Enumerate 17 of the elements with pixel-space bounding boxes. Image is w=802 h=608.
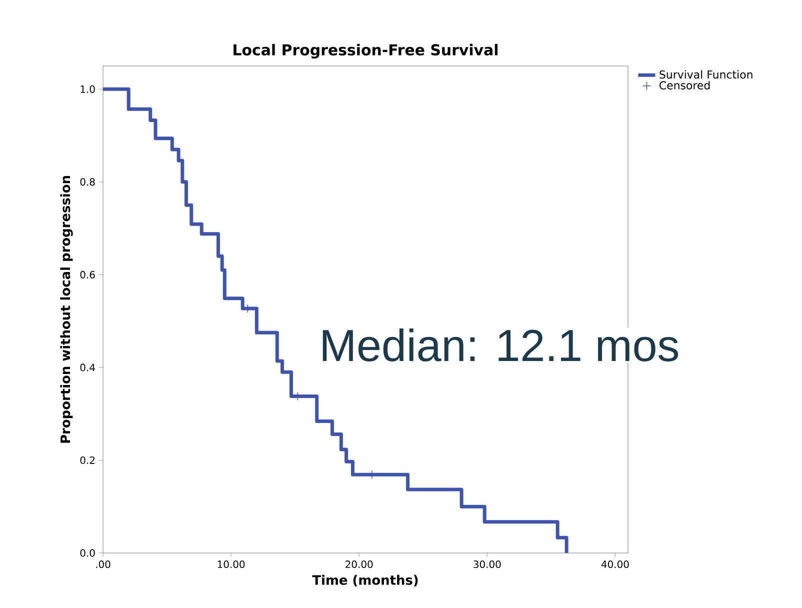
annotation: Median: 12.1 mos (322, 328, 678, 362)
x-axis-title: Time (months) (312, 574, 418, 586)
y-tick-label: 0.6 (80, 270, 95, 278)
x-tick-label: 10.00 (218, 560, 245, 568)
y-tick-label: 1.0 (80, 85, 95, 93)
y-axis-title: Proportion without local progression (60, 176, 73, 443)
x-tick-label: 40.00 (601, 560, 629, 568)
y-tick-label: 0.8 (80, 178, 95, 186)
chart-title: Local Progression-Free Survival (234, 44, 498, 58)
y-tick-label: 0.4 (80, 364, 95, 372)
x-tick-label: 30.00 (474, 560, 501, 568)
y-tick-label: 0.2 (80, 456, 94, 464)
legend-label: Survival Function (660, 70, 752, 79)
legend-label: Censored (660, 80, 710, 90)
y-tick-label: 0.0 (80, 549, 95, 557)
x-tick-label: .00 (96, 560, 110, 568)
x-tick-label: 20.00 (346, 560, 373, 568)
